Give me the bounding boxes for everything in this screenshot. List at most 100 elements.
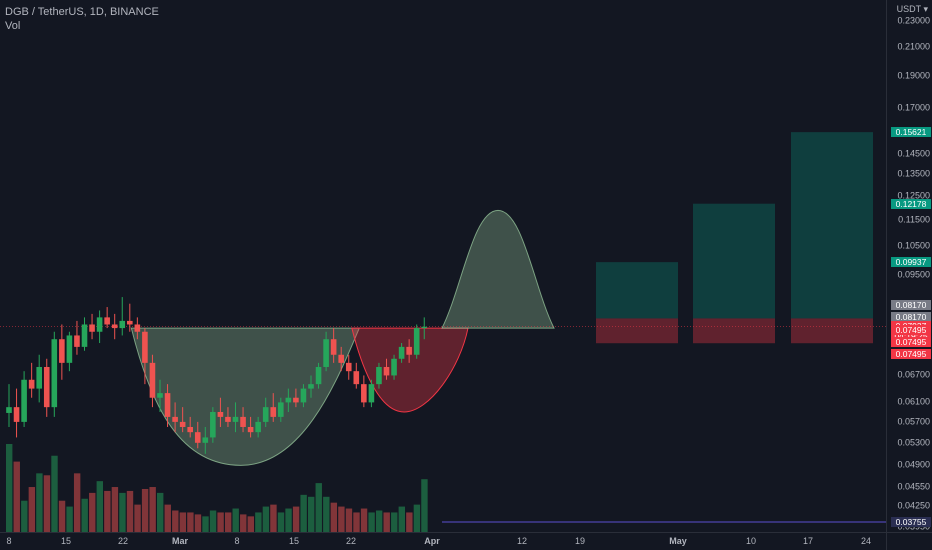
candle-body bbox=[323, 339, 329, 367]
candle-body bbox=[164, 393, 171, 417]
countdown-label: 04:19:25 bbox=[894, 330, 928, 341]
volume-bar bbox=[13, 461, 20, 532]
currency-label: USDT bbox=[896, 4, 921, 14]
candle-body bbox=[217, 411, 224, 417]
volume-bar bbox=[141, 488, 149, 532]
volume-bar bbox=[134, 504, 141, 532]
time-tick: 17 bbox=[802, 536, 814, 546]
volume-bar bbox=[81, 498, 88, 532]
price-tick: 0.10500 bbox=[897, 240, 930, 251]
price-tick: 0.09500 bbox=[897, 269, 930, 280]
candle-body bbox=[300, 388, 307, 403]
volume-bar bbox=[383, 512, 390, 532]
volume-bar bbox=[368, 512, 375, 532]
currency-selector[interactable]: USDT ▾ bbox=[897, 4, 928, 15]
price-tick: 0.05300 bbox=[897, 437, 930, 448]
time-tick: 15 bbox=[60, 536, 72, 546]
volume-bar bbox=[28, 487, 36, 532]
stop-zone bbox=[791, 318, 873, 344]
volume-bar bbox=[262, 506, 270, 532]
volume-bar bbox=[330, 502, 338, 532]
volume-bar bbox=[187, 512, 194, 532]
candle-body bbox=[134, 324, 141, 332]
stop-zone bbox=[693, 318, 775, 344]
scale-corner[interactable] bbox=[886, 532, 932, 550]
candle-body bbox=[315, 366, 322, 385]
target-zone bbox=[693, 203, 775, 319]
candle-body bbox=[225, 416, 231, 422]
volume-bar bbox=[240, 514, 247, 532]
candle-body bbox=[285, 397, 292, 403]
price-tick: 0.17000 bbox=[897, 102, 930, 113]
candle-body bbox=[28, 379, 35, 389]
volume-bar bbox=[96, 481, 103, 532]
price-tick: 0.19000 bbox=[897, 70, 930, 81]
volume-bar bbox=[247, 516, 254, 532]
candle-body bbox=[421, 326, 428, 329]
symbol-title[interactable]: DGB / TetherUS, 1D, BINANCE bbox=[5, 6, 159, 18]
volume-bar bbox=[300, 494, 307, 532]
candle-body bbox=[308, 384, 314, 389]
candle-body bbox=[81, 324, 88, 347]
target-zone bbox=[596, 262, 678, 319]
price-tick: 0.06700 bbox=[897, 369, 930, 380]
volume-bar bbox=[255, 512, 262, 532]
candle-body bbox=[391, 358, 397, 376]
candle-body bbox=[51, 339, 58, 408]
chevron-down-icon: ▾ bbox=[923, 4, 928, 14]
candle-body bbox=[157, 393, 163, 398]
volume-bar bbox=[292, 506, 300, 532]
candle-body bbox=[376, 366, 382, 385]
candle-body bbox=[361, 384, 367, 403]
chart-pane[interactable]: DGB / TetherUS, 1D, BINANCE Vol bbox=[0, 0, 886, 532]
candle-body bbox=[179, 421, 186, 427]
candle-body bbox=[127, 320, 133, 325]
candle-body bbox=[406, 346, 412, 355]
stop-zone bbox=[596, 318, 678, 344]
candle-body bbox=[172, 416, 178, 422]
volume-bar bbox=[157, 492, 164, 532]
candle-body bbox=[21, 379, 27, 422]
candle-body bbox=[142, 331, 148, 363]
price-scale[interactable]: USDT ▾ 0.23000 0.21000 0.19000 0.17000 0.145… bbox=[886, 0, 932, 532]
volume-bar bbox=[315, 483, 322, 532]
volume-bar bbox=[104, 490, 111, 532]
volume-bar bbox=[323, 496, 330, 532]
volume-bar bbox=[413, 504, 421, 532]
volume-bar bbox=[119, 492, 126, 532]
candle-body bbox=[330, 339, 337, 355]
volume-bar bbox=[308, 496, 315, 532]
price-chart[interactable] bbox=[0, 0, 886, 532]
time-scale[interactable]: 8 15 22 Mar 8 15 22 Apr 12 19 May 10 17 24 bbox=[0, 532, 886, 550]
time-tick: 10 bbox=[745, 536, 757, 546]
candle-body bbox=[66, 335, 73, 363]
volume-bar bbox=[232, 508, 239, 532]
candle-body bbox=[96, 317, 103, 332]
candle-body bbox=[104, 317, 110, 325]
volume-bar bbox=[58, 500, 66, 532]
volume-bar bbox=[277, 512, 285, 532]
price-tick: 0.05700 bbox=[897, 416, 930, 427]
time-tick: 19 bbox=[574, 536, 586, 546]
time-tick: Apr bbox=[424, 536, 440, 546]
candle-body bbox=[270, 407, 277, 417]
volume-bar bbox=[375, 510, 383, 532]
volume-bar bbox=[345, 508, 353, 532]
price-tick: 0.06100 bbox=[897, 396, 930, 407]
volume-bar bbox=[43, 475, 51, 532]
volume-bar bbox=[179, 512, 187, 532]
volume-bar bbox=[36, 473, 43, 532]
candle-body bbox=[43, 366, 50, 408]
price-tick: 0.12500 bbox=[897, 190, 930, 201]
candle-body bbox=[111, 324, 118, 329]
time-tick: 22 bbox=[345, 536, 357, 546]
price-label: 0.03755 bbox=[891, 517, 931, 527]
price-label: 0.07495 bbox=[891, 349, 931, 360]
price-tick: 0.04550 bbox=[897, 481, 930, 492]
price-label: 0.08170 bbox=[891, 312, 931, 323]
volume-bar bbox=[421, 479, 428, 532]
volume-bar bbox=[270, 504, 277, 532]
candle-body bbox=[187, 426, 193, 433]
candle-body bbox=[398, 346, 405, 359]
volume-legend[interactable]: Vol bbox=[5, 20, 21, 32]
